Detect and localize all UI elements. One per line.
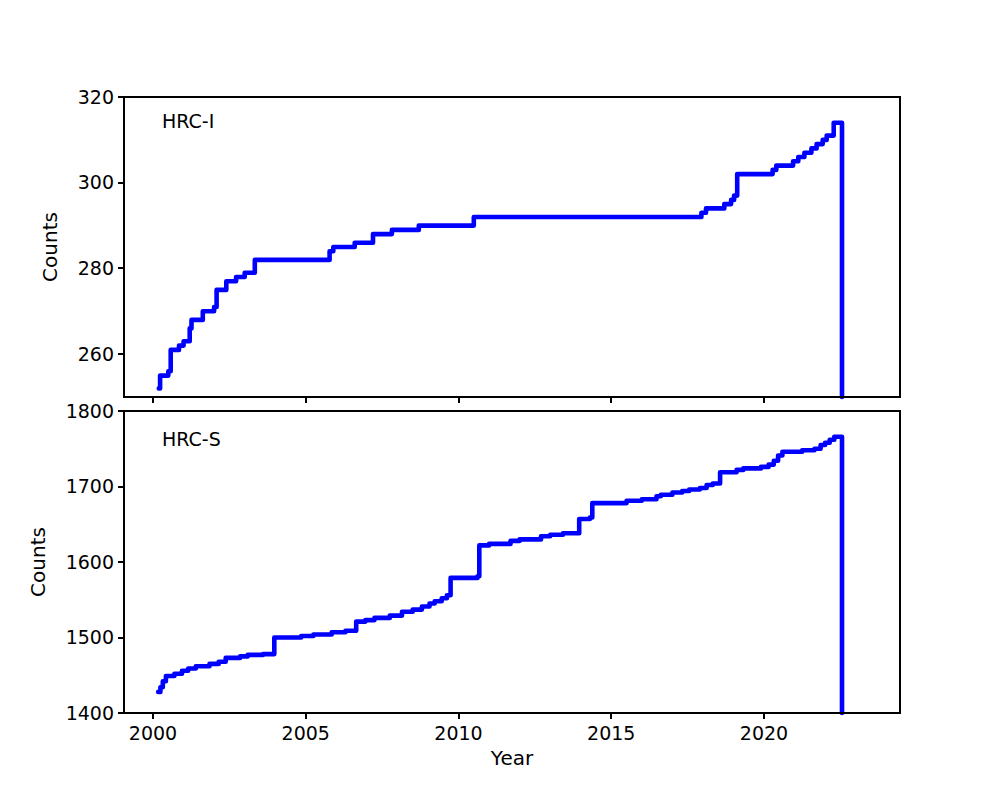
x-tick-label: 2020 [740,722,788,744]
x-tick-label: 2015 [587,722,635,744]
y-tick-label: 1400 [66,702,114,724]
y-axis-label: Counts [26,527,50,597]
y-axis-label: Counts [38,212,62,282]
y-tick-label: 260 [78,343,114,365]
figure-canvas: 260 280 300 320 HRC-I Counts 1400 1500 1600 1700 1… [0,0,1000,800]
y-tick-label: 320 [78,86,114,108]
axes-border [124,97,900,397]
panel-label: HRC-S [162,428,221,450]
y-tick-label: 1700 [66,475,114,497]
x-tick-label: 2005 [282,722,330,744]
y-tick-label: 300 [78,171,114,193]
hrc-i-series-line [159,123,842,397]
hrc-counts-chart: 260 280 300 320 HRC-I Counts 1400 1500 1600 1700 1… [0,0,1000,800]
y-tick-label: 1600 [66,551,114,573]
y-tick-label: 1500 [66,626,114,648]
x-tick-label: 2010 [434,722,482,744]
panel-label: HRC-I [162,110,214,132]
y-tick-label: 280 [78,257,114,279]
x-axis-label: Year [490,746,534,770]
y-tick-label: 1800 [66,400,114,422]
hrc-s-series-line [158,437,842,713]
x-tick-label: 2000 [129,722,177,744]
